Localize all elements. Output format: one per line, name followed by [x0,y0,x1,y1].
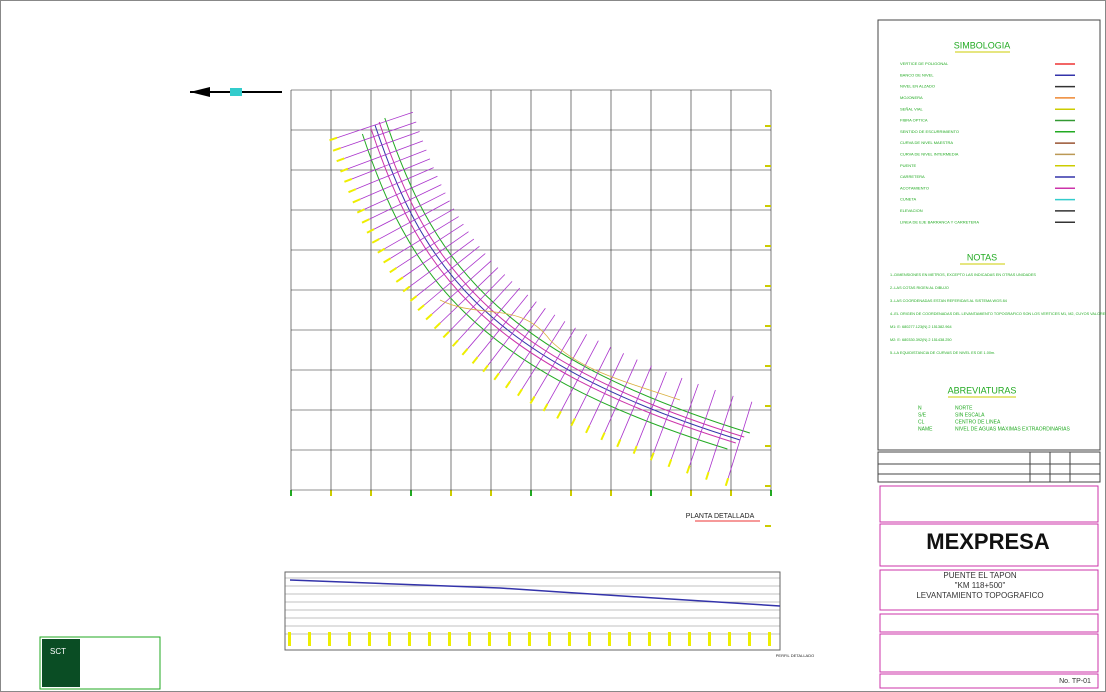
profile-station [688,632,691,646]
legend-item: CURVA DE NIVEL MAESTRA [900,140,953,145]
profile-station [568,632,571,646]
note: 3.-LAS COORDENADAS ESTAN REFERIDAS AL SI… [890,299,1007,303]
abbr-meaning: SIN ESCALA [955,412,985,418]
company-logo: MEXPRESA [926,529,1050,554]
legend-item: MOJONERA [900,95,923,100]
notes-title: NOTAS [967,252,997,262]
profile-station [668,632,671,646]
sct-logo: SCT [50,647,66,656]
profile-station [388,632,391,646]
abbr-meaning: CENTRO DE LINEA [955,419,1001,425]
legend-item: FIBRA OPTICA [900,118,928,123]
profile-station [528,632,531,646]
legend-title: SIMBOLOGIA [954,40,1011,50]
legend-item: ACOTAMIENTO [900,185,929,190]
grid-tick [765,325,771,327]
legend-item: CURVA DE NIVEL INTERMEDIA [900,151,959,156]
note: 1.-DIMENSIONES EN METROS, EXCEPTO LAS IN… [890,273,1036,277]
grid-tick [765,445,771,447]
profile-station [548,632,551,646]
profile-station [748,632,751,646]
grid-tick [410,490,412,496]
grid-tick [610,490,612,496]
grid-tick [765,405,771,407]
profile-station [288,632,291,646]
legend-item: LINEA DE EJE BARRANCA Y CARRETERA [900,219,979,224]
profile-station [488,632,491,646]
grid-tick [765,525,771,527]
note: 5.-LA EQUIDISTANCIA DE CURVAS DE NIVEL E… [890,351,995,355]
abbr: S/E [918,412,927,418]
project-name: PUENTE EL TAPON [943,571,1016,580]
grid-tick [765,365,771,367]
legend-item: CUNETA [900,197,916,202]
grid-tick [450,490,452,496]
grid-tick [770,490,772,496]
grid-tick [530,490,532,496]
note: 2.-LAS COTAS RIGEN AL DIBUJO [890,286,949,290]
drawing-sheet: SIMBOLOGIA NOTAS ABREVIATURAS PLANTA DET… [0,0,1106,692]
legend-item: BANCO DE NIVEL [900,72,934,77]
profile-station [428,632,431,646]
grid-tick [765,245,771,247]
profile-station [468,632,471,646]
abbr-meaning: NORTE [955,405,973,411]
profile-station [328,632,331,646]
profile-station [348,632,351,646]
grid-tick [730,490,732,496]
profile-station [508,632,511,646]
grid-tick [765,485,771,487]
profile-station [728,632,731,646]
profile-station [708,632,711,646]
profile-title: PERFIL DETALLADO [776,653,814,658]
note: M1: E: 680277.123(N) 2 151382.964 [890,325,952,329]
legend-item: SEÑAL VIAL [900,106,924,111]
legend-item: ELEVACION [900,208,923,213]
plan-title: PLANTA DETALLADA [686,513,755,520]
legend-item: NIVEL EN ALZADO [900,84,935,89]
note: M2: E: 680330.392(N) 2 151438.250 [890,338,952,342]
profile-station [408,632,411,646]
project-km: "KM 118+500" [955,581,1006,590]
legend-item: PUENTE [900,163,917,168]
abbr: N [918,405,922,411]
legend-item: SENTIDO DE ESCURRIMIENTO [900,129,959,134]
grid-tick [330,490,332,496]
profile-station [308,632,311,646]
grid-tick [490,490,492,496]
abbr: CL [918,419,925,425]
profile-station [588,632,591,646]
legend-item: VERTICE DE POLIGONAL [900,61,949,66]
grid-tick [370,490,372,496]
profile-station [448,632,451,646]
abbr: NAME [918,426,933,432]
grid-tick [765,205,771,207]
sheet-number: No. TP-01 [1059,678,1091,685]
grid-tick [765,125,771,127]
profile-station [368,632,371,646]
grid-tick [570,490,572,496]
grid-tick [290,490,292,496]
grid-tick [765,165,771,167]
grid-tick [650,490,652,496]
profile-station [768,632,771,646]
grid-tick [765,285,771,287]
profile-station [628,632,631,646]
note: 4.-EL ORIGEN DE COORDENADAS DEL LEVANTAM… [890,312,1106,316]
drawing-name: LEVANTAMIENTO TOPOGRAFICO [916,591,1043,600]
legend-item: CARRETERA [900,174,925,179]
profile-station [608,632,611,646]
abbr-meaning: NIVEL DE AGUAS MAXIMAS EXTRAORDINARIAS [955,426,1071,432]
abbr-title: ABREVIATURAS [948,385,1017,395]
profile-station [648,632,651,646]
grid-tick [690,490,692,496]
sheet-border [1,1,1106,692]
